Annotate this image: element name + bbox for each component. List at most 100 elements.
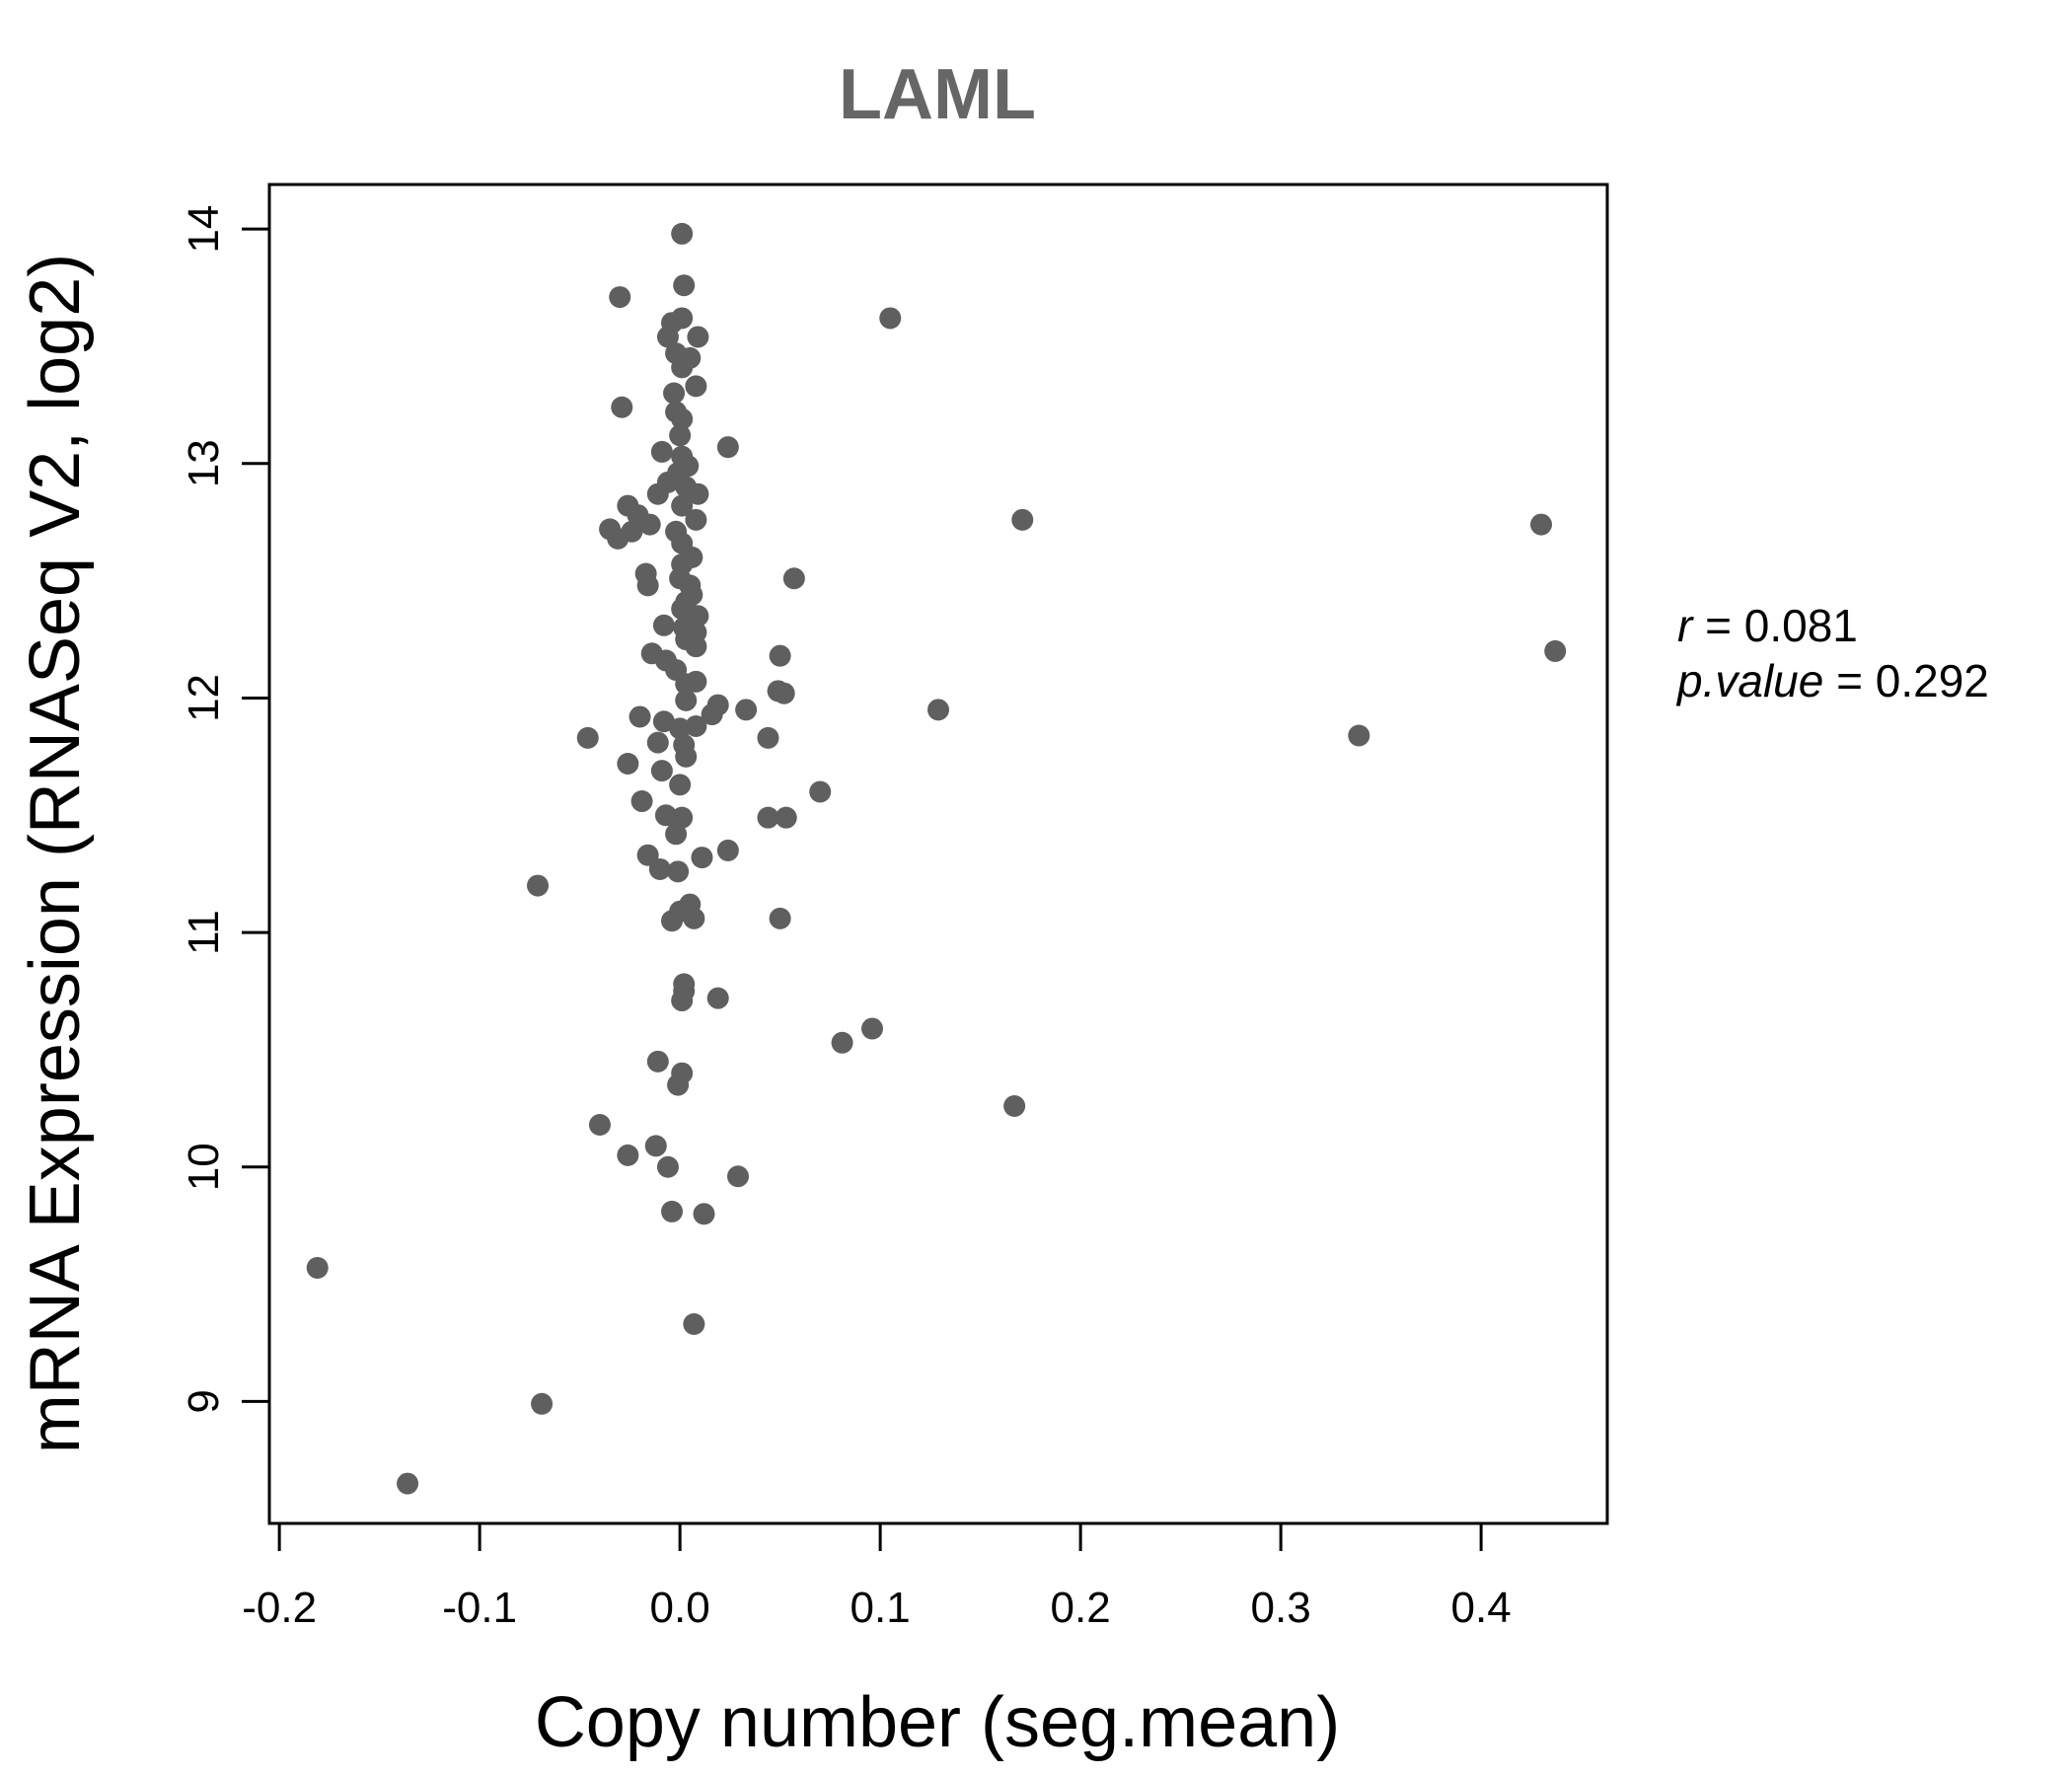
points-layer (306, 222, 1567, 1495)
data-point (609, 286, 631, 309)
data-point (683, 1312, 705, 1335)
y-tick-label: 10 (180, 1143, 228, 1191)
data-point (397, 1472, 419, 1495)
data-point (636, 574, 659, 597)
data-point (1544, 639, 1567, 662)
data-point (669, 717, 692, 740)
stat-r-value: 0.081 (1744, 600, 1858, 651)
x-axis-label: Copy number (seg.mean) (535, 1683, 1340, 1762)
data-point (861, 1017, 884, 1040)
data-point (588, 1113, 611, 1136)
y-tick-label: 9 (180, 1389, 228, 1413)
data-point (757, 806, 779, 829)
x-tick-label: -0.1 (442, 1584, 517, 1632)
data-point (831, 1031, 853, 1054)
data-point (706, 987, 729, 1009)
data-point (671, 990, 694, 1012)
data-point (685, 635, 707, 658)
data-point (667, 1073, 690, 1096)
chart-title: LAML (839, 55, 1036, 134)
data-point (685, 508, 707, 531)
y-axis-label: mRNA Expression (RNASeq V2, log2) (16, 254, 95, 1453)
stat-r: r = 0.081 (1677, 600, 1858, 651)
stat-p: p.value = 0.292 (1675, 655, 1989, 706)
data-point (775, 806, 797, 829)
data-point (531, 1392, 554, 1415)
stat-p-label: p.value (1675, 655, 1823, 706)
data-point (1003, 1094, 1026, 1117)
stat-r-eq: = (1692, 600, 1743, 651)
data-point (687, 482, 709, 505)
data-point (650, 440, 673, 463)
data-point (691, 847, 713, 869)
data-point (675, 745, 698, 768)
data-point (646, 731, 669, 754)
data-point (648, 857, 671, 880)
data-point (661, 910, 684, 932)
data-point (665, 823, 688, 846)
y-tick-label: 13 (180, 439, 228, 487)
data-point (735, 699, 758, 721)
x-tick-label: 0.3 (1251, 1584, 1311, 1632)
data-point (656, 1155, 679, 1178)
data-point (1348, 724, 1370, 747)
data-point (675, 689, 698, 711)
data-point (671, 222, 694, 245)
data-point (661, 1200, 684, 1222)
data-point (646, 482, 669, 505)
data-point (617, 1144, 639, 1166)
data-point (757, 726, 779, 749)
data-point (685, 714, 707, 737)
data-point (782, 567, 805, 590)
data-point (687, 326, 709, 348)
x-tick-label: 0.4 (1451, 1584, 1512, 1632)
data-point (693, 1203, 715, 1225)
data-point (527, 874, 550, 897)
data-point (701, 703, 723, 726)
data-point (663, 382, 686, 405)
data-point (1011, 508, 1034, 531)
data-point (673, 274, 696, 297)
data-point (671, 356, 694, 379)
data-point (809, 780, 832, 803)
data-point (650, 760, 673, 782)
y-tick-label: 14 (180, 205, 228, 254)
x-tick-label: 0.1 (851, 1584, 911, 1632)
data-point (927, 699, 949, 721)
data-point (576, 726, 599, 749)
data-point (716, 436, 739, 459)
data-point (306, 1256, 329, 1279)
y-axis: 9 10 11 12 13 14 (180, 205, 271, 1414)
data-point (685, 375, 707, 398)
data-point (773, 682, 795, 704)
data-point (769, 907, 791, 929)
stat-p-eq: = (1823, 655, 1875, 706)
x-axis: -0.2 -0.1 0.0 0.1 0.2 0.3 0.4 (242, 1521, 1512, 1632)
data-point (671, 407, 694, 430)
data-point (667, 860, 690, 883)
data-point (879, 307, 902, 330)
data-point (652, 614, 675, 636)
data-point (636, 844, 659, 866)
data-point (1530, 513, 1553, 536)
data-point (727, 1165, 750, 1188)
stat-p-value: 0.292 (1876, 655, 1989, 706)
data-point (629, 705, 651, 728)
data-point (638, 513, 661, 536)
data-point (669, 424, 692, 447)
data-point (716, 839, 739, 861)
x-tick-label: -0.2 (242, 1584, 317, 1632)
y-tick-label: 12 (180, 674, 228, 722)
data-point (669, 774, 692, 796)
data-point (683, 907, 705, 929)
stat-r-label: r (1677, 600, 1694, 651)
data-point (671, 494, 694, 517)
y-tick-label: 11 (180, 910, 228, 955)
data-point (675, 673, 698, 696)
data-point (671, 806, 694, 829)
x-tick-label: 0.0 (650, 1584, 710, 1632)
data-point (654, 804, 677, 827)
data-point (656, 326, 679, 348)
